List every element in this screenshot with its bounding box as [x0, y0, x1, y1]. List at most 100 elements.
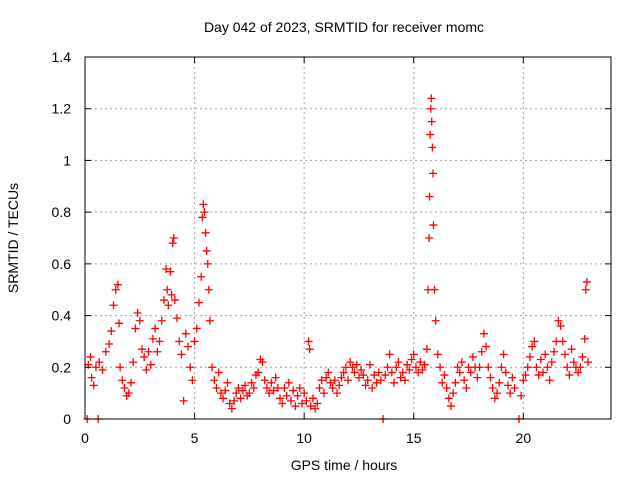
data-point [190, 337, 199, 346]
data-point [475, 363, 484, 372]
data-point [468, 352, 477, 361]
data-point [405, 365, 414, 374]
y-tick-label: 1 [63, 152, 71, 168]
data-point [503, 381, 512, 390]
data-point [429, 169, 438, 178]
data-point [569, 358, 578, 367]
data-point [322, 373, 331, 382]
data-point [447, 402, 456, 411]
data-point [198, 213, 207, 222]
data-point [305, 345, 314, 354]
x-tick-label: 10 [296, 430, 312, 446]
data-point [202, 246, 211, 255]
x-tick-label: 0 [81, 430, 89, 446]
data-point [567, 345, 576, 354]
data-point [212, 383, 221, 392]
data-point [543, 363, 552, 372]
data-point [528, 342, 537, 351]
data-point [179, 396, 188, 405]
data-point [162, 265, 171, 274]
data-point [146, 360, 155, 369]
data-point [545, 376, 554, 385]
data-point [565, 371, 574, 380]
data-point [163, 285, 172, 294]
data-point [339, 368, 348, 377]
data-point [346, 358, 355, 367]
x-tick-label: 5 [191, 430, 199, 446]
data-point [177, 350, 186, 359]
data-point [210, 376, 219, 385]
data-point [262, 383, 271, 392]
data-point [114, 319, 123, 328]
data-point [168, 239, 177, 248]
data-point [166, 267, 175, 276]
data-point [204, 285, 213, 294]
data-point [221, 386, 230, 395]
data-point [254, 368, 263, 377]
data-point [530, 337, 539, 346]
data-point [427, 117, 436, 126]
data-point [438, 378, 447, 387]
data-point [317, 376, 326, 385]
data-point [525, 352, 534, 361]
data-point [260, 376, 269, 385]
data-point [267, 378, 276, 387]
y-tick-label: 1.2 [52, 101, 72, 117]
data-point [354, 373, 363, 382]
data-point [169, 234, 178, 242]
x-tick-labels: 0 5 10 15 20 [81, 430, 531, 446]
data-point [197, 272, 206, 281]
data-point [376, 376, 385, 385]
data-point [127, 378, 136, 387]
data-point [186, 363, 195, 372]
data-point [344, 376, 352, 385]
data-points [83, 94, 592, 423]
data-point [578, 352, 587, 361]
data-point [151, 324, 160, 333]
data-point [289, 386, 298, 395]
data-point [372, 378, 381, 387]
data-point [240, 381, 249, 390]
data-point [493, 389, 502, 398]
data-point [109, 301, 118, 310]
data-point [501, 368, 510, 377]
chart-title: Day 042 of 2023, SRMTID for receiver mom… [204, 19, 484, 35]
data-point [234, 383, 243, 392]
data-point [532, 363, 541, 372]
data-point [181, 329, 190, 338]
data-point [457, 358, 466, 367]
data-point [293, 391, 302, 400]
x-tick-label: 15 [406, 430, 422, 446]
data-point [232, 389, 241, 398]
data-point [523, 363, 532, 372]
data-point [308, 394, 317, 403]
data-point [482, 342, 491, 351]
data-point [352, 360, 361, 369]
data-point [173, 314, 182, 323]
data-point [418, 365, 427, 374]
data-point [159, 296, 168, 305]
grid-lines [85, 57, 611, 419]
data-point [194, 298, 203, 307]
data-point [337, 373, 346, 382]
data-point [142, 365, 151, 374]
data-point [416, 358, 425, 367]
data-point [350, 368, 359, 377]
data-point [280, 383, 289, 392]
data-point [116, 363, 125, 372]
data-point [436, 363, 445, 372]
data-point [451, 378, 460, 387]
data-point [153, 347, 162, 356]
data-point [164, 301, 173, 310]
data-point [486, 373, 495, 382]
data-point [225, 399, 234, 408]
data-point [269, 386, 278, 395]
data-point [425, 234, 434, 242]
data-point [155, 337, 164, 346]
data-point [131, 324, 140, 333]
axis-ticks [84, 56, 611, 420]
y-tick-labels: 0 0.2 0.4 0.6 0.8 1 1.2 1.4 [52, 49, 72, 427]
data-point [111, 285, 120, 294]
data-point [223, 378, 232, 387]
data-point [324, 368, 333, 377]
